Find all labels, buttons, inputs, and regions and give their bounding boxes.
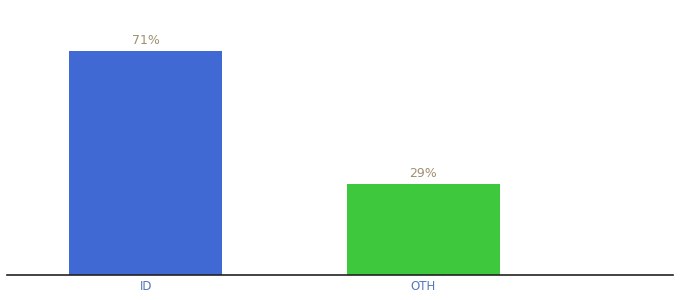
Bar [69,51,222,275]
Text: 71%: 71% [132,34,160,47]
Text: 29%: 29% [409,167,437,180]
Bar [347,184,500,275]
